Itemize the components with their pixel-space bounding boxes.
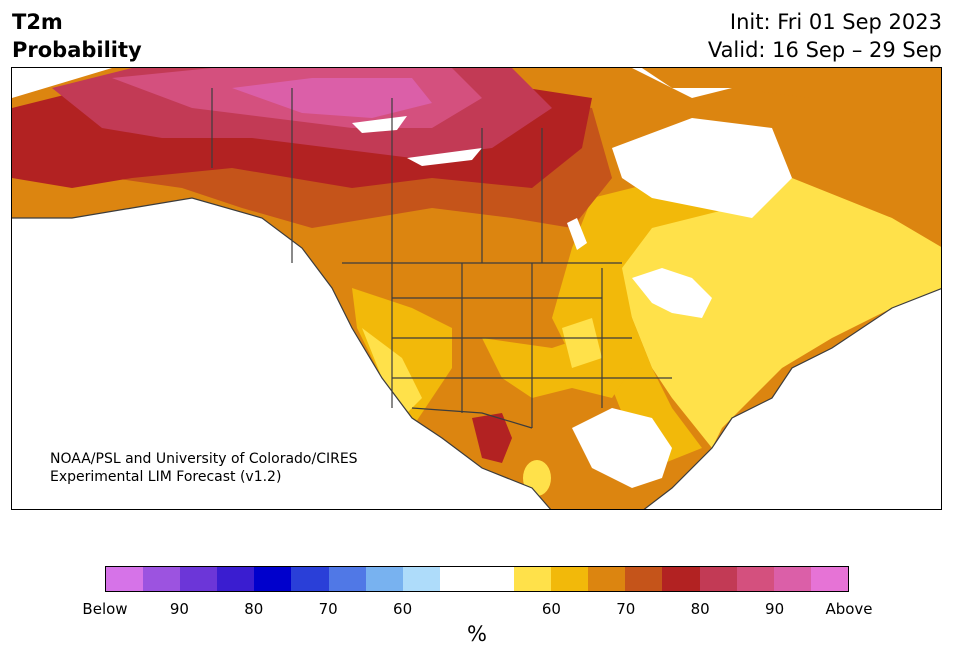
init-date: Init: Fri 01 Sep 2023 [729, 10, 942, 34]
legend-swatch [217, 567, 255, 591]
color-legend-ticks: Below 90 80 70 60 60 70 80 90 Above [0, 600, 953, 620]
water-bodies [12, 116, 941, 509]
great-slave-lake [407, 148, 482, 166]
us-mexico-border [411, 407, 533, 429]
hudson-bay [612, 118, 792, 218]
legend-tick-label: Above [825, 600, 873, 618]
legend-tick-label: 80 [690, 600, 710, 618]
us-states [391, 263, 672, 428]
great-bear-lake [352, 116, 407, 133]
legend-swatch [180, 567, 218, 591]
atlantic-ocean [644, 288, 941, 509]
boundaries [12, 88, 941, 509]
legend-tick-label: 60 [541, 600, 561, 618]
legend-swatch [625, 567, 663, 591]
legend-tick-label: 80 [244, 600, 264, 618]
color-legend-bar [105, 566, 849, 592]
band-60-east [612, 178, 941, 448]
legend-tick-label: 90 [765, 600, 785, 618]
legend-swatch [402, 567, 440, 591]
band-70-arctic [642, 68, 941, 128]
legend-tick-label: 90 [169, 600, 189, 618]
valid-period: Valid: 16 Sep – 29 Sep [707, 38, 942, 62]
legend-tick-label: Below [82, 600, 128, 618]
legend-swatch [254, 567, 292, 591]
legend-swatch [365, 567, 403, 591]
legend-swatch [328, 567, 366, 591]
legend-swatch [143, 567, 181, 591]
band-95-canada [232, 78, 432, 118]
gulf-of-mexico [572, 408, 672, 488]
legend-swatch [291, 567, 329, 591]
legend-swatch [662, 567, 700, 591]
legend-swatch [439, 567, 477, 591]
legend-swatch [588, 567, 626, 591]
legend-swatch [810, 567, 848, 591]
legend-tick-label: 70 [616, 600, 636, 618]
legend-swatch [773, 567, 811, 591]
east-coastline [643, 288, 941, 509]
map-panel[interactable]: NOAA/PSL and University of Colorado/CIRE… [11, 67, 942, 510]
title-line-variable: T2m [12, 10, 63, 34]
west-coastline [12, 197, 552, 509]
band-65-east [552, 168, 772, 468]
credit-line-2: Experimental LIM Forecast (v1.2) [50, 469, 282, 485]
legend-swatch [106, 567, 144, 591]
legend-swatch [699, 567, 737, 591]
pacific-ocean [12, 198, 551, 509]
legend-tick-label: 70 [318, 600, 338, 618]
lake-winnipeg [567, 218, 587, 250]
legend-swatch [476, 567, 515, 591]
title-line-type: Probability [12, 38, 142, 62]
legend-swatch [514, 567, 552, 591]
band-60-central [562, 318, 602, 368]
legend-swatch [736, 567, 774, 591]
canadian-provinces [211, 88, 543, 263]
band-80-mexico [472, 413, 512, 463]
color-legend-unit: % [467, 622, 487, 646]
data-credit: NOAA/PSL and University of Colorado/CIRE… [50, 450, 358, 486]
credit-line-1: NOAA/PSL and University of Colorado/CIRE… [50, 451, 358, 467]
north-america-map [12, 68, 941, 509]
great-lakes [632, 268, 712, 318]
legend-tick-label: 60 [393, 600, 413, 618]
legend-swatch [551, 567, 589, 591]
map-title: T2m Probability [12, 8, 142, 64]
map-dates: Init: Fri 01 Sep 2023 Valid: 16 Sep – 29… [708, 8, 942, 64]
